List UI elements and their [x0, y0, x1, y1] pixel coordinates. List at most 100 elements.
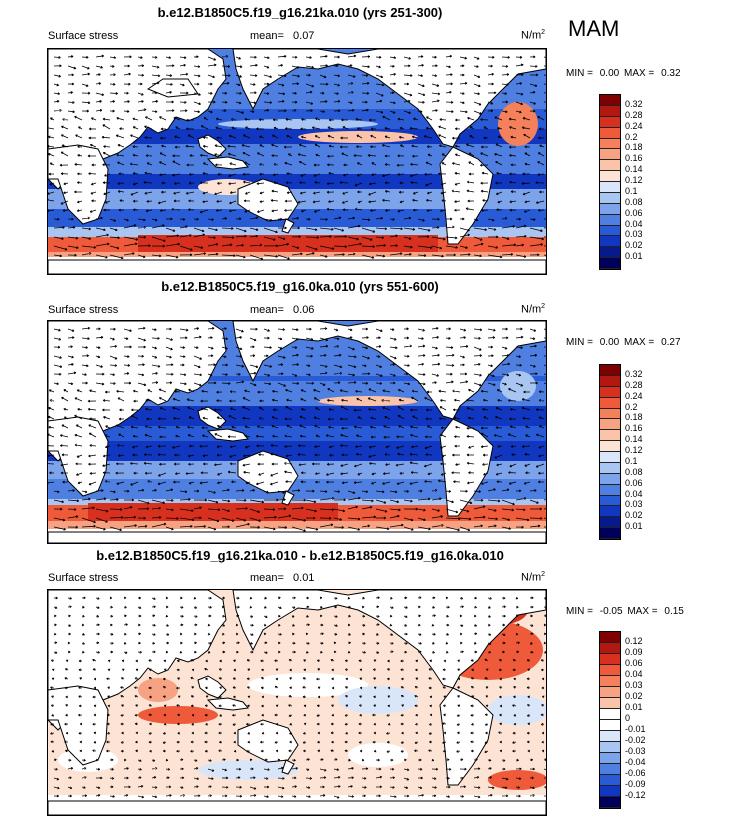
- wind-stress-arrow: [53, 623, 57, 627]
- wind-stress-arrow: [341, 453, 349, 457]
- wind-stress-arrow: [109, 382, 116, 385]
- wind-stress-arrow: [159, 161, 167, 166]
- wind-stress-arrow: [459, 363, 465, 367]
- colorbar-swatch: [600, 203, 620, 215]
- wind-stress-arrow: [389, 363, 396, 366]
- wind-stress-arrow: [368, 445, 377, 449]
- wind-stress-arrow: [470, 749, 475, 753]
- wind-stress-arrow: [53, 641, 58, 645]
- wind-stress-arrow: [257, 209, 265, 213]
- wind-stress-arrow: [368, 388, 377, 393]
- wind-stress-arrow: [397, 154, 405, 158]
- wind-stress-arrow: [193, 794, 201, 798]
- wind-stress-arrow: [473, 92, 480, 96]
- wind-stress-arrow: [123, 224, 137, 229]
- wind-stress-arrow: [201, 426, 209, 430]
- wind-stress-arrow: [53, 74, 61, 78]
- wind-stress-arrow: [501, 373, 510, 377]
- wind-stress-arrow: [207, 63, 217, 67]
- wind-stress-arrow: [543, 490, 546, 492]
- wind-stress-arrow: [189, 154, 195, 157]
- wind-stress-arrow: [165, 650, 169, 654]
- colorbar-swatch: [600, 731, 620, 742]
- wind-stress-arrow: [60, 200, 69, 205]
- wind-stress-arrow: [417, 337, 424, 340]
- panel-2-max-label: MAX =: [623, 337, 655, 348]
- wind-stress-arrow: [431, 758, 435, 762]
- wind-stress-arrow: [120, 695, 125, 698]
- wind-stress-arrow: [417, 497, 431, 501]
- wind-stress-arrow: [193, 606, 198, 609]
- wind-stress-arrow: [179, 524, 193, 528]
- wind-stress-arrow: [218, 704, 223, 708]
- wind-stress-arrow: [165, 605, 169, 609]
- wind-stress-arrow: [484, 741, 489, 744]
- wind-stress-arrow: [221, 65, 231, 68]
- wind-stress-arrow: [148, 713, 153, 717]
- wind-stress-arrow: [174, 182, 181, 185]
- wind-stress-arrow: [216, 199, 223, 203]
- wind-stress-arrow: [466, 461, 475, 465]
- wind-stress-arrow: [423, 135, 433, 139]
- wind-stress-arrow: [137, 650, 142, 654]
- wind-stress-arrow: [60, 151, 69, 157]
- wind-stress-arrow: [356, 173, 363, 177]
- wind-stress-arrow: [193, 110, 201, 114]
- wind-stress-arrow: [370, 127, 377, 131]
- wind-stress-arrow: [333, 517, 343, 521]
- wind-stress-arrow: [157, 481, 167, 486]
- wind-stress-arrow: [255, 434, 265, 438]
- wind-stress-arrow: [165, 785, 172, 789]
- wind-stress-arrow: [438, 389, 447, 393]
- wind-stress-arrow: [235, 650, 239, 654]
- wind-stress-arrow: [386, 750, 391, 753]
- wind-stress-arrow: [473, 354, 483, 357]
- wind-stress-arrow: [454, 144, 461, 148]
- wind-stress-arrow: [319, 768, 327, 772]
- colorbar-label: 0.14: [625, 164, 643, 175]
- wind-stress-arrow: [314, 424, 321, 429]
- wind-stress-arrow: [74, 443, 83, 447]
- wind-stress-arrow: [277, 337, 283, 341]
- wind-stress-arrow: [417, 526, 431, 531]
- wind-stress-arrow: [217, 472, 223, 476]
- wind-stress-arrow: [93, 740, 97, 744]
- colorbar-label: 0.04: [625, 488, 643, 499]
- colorbar-label: 0.2: [625, 401, 638, 412]
- wind-stress-arrow: [163, 713, 167, 717]
- wind-stress-arrow: [249, 767, 254, 771]
- wind-stress-arrow: [271, 416, 279, 420]
- wind-stress-arrow: [495, 143, 503, 148]
- wind-stress-arrow: [473, 505, 486, 510]
- wind-stress-arrow: [347, 623, 351, 627]
- wind-stress-arrow: [67, 624, 72, 627]
- wind-stress-arrow: [526, 714, 531, 717]
- wind-stress-arrow: [249, 623, 254, 627]
- wind-stress-arrow: [417, 623, 421, 627]
- wind-stress-arrow: [229, 462, 237, 466]
- wind-stress-arrow: [529, 337, 536, 340]
- wind-stress-arrow: [426, 116, 433, 121]
- wind-stress-arrow: [319, 353, 327, 357]
- wind-stress-arrow: [291, 641, 296, 645]
- wind-stress-arrow: [258, 472, 265, 476]
- wind-stress-arrow: [193, 489, 200, 493]
- wind-stress-arrow: [403, 354, 410, 358]
- wind-stress-arrow: [81, 605, 85, 609]
- wind-stress-arrow: [452, 162, 461, 166]
- wind-stress-arrow: [473, 83, 481, 88]
- wind-stress-arrow: [165, 508, 174, 512]
- wind-stress-arrow: [411, 445, 419, 449]
- wind-stress-arrow: [480, 163, 489, 167]
- wind-stress-arrow: [428, 686, 433, 690]
- wind-stress-arrow: [151, 776, 157, 779]
- wind-stress-arrow: [501, 83, 509, 87]
- wind-stress-arrow: [245, 126, 251, 130]
- wind-stress-arrow: [543, 337, 546, 339]
- wind-stress-arrow: [87, 399, 97, 403]
- wind-stress-arrow: [501, 596, 506, 600]
- wind-stress-arrow: [67, 641, 71, 645]
- wind-stress-arrow: [207, 227, 218, 232]
- wind-stress-arrow: [81, 109, 90, 113]
- wind-stress-arrow: [333, 605, 337, 609]
